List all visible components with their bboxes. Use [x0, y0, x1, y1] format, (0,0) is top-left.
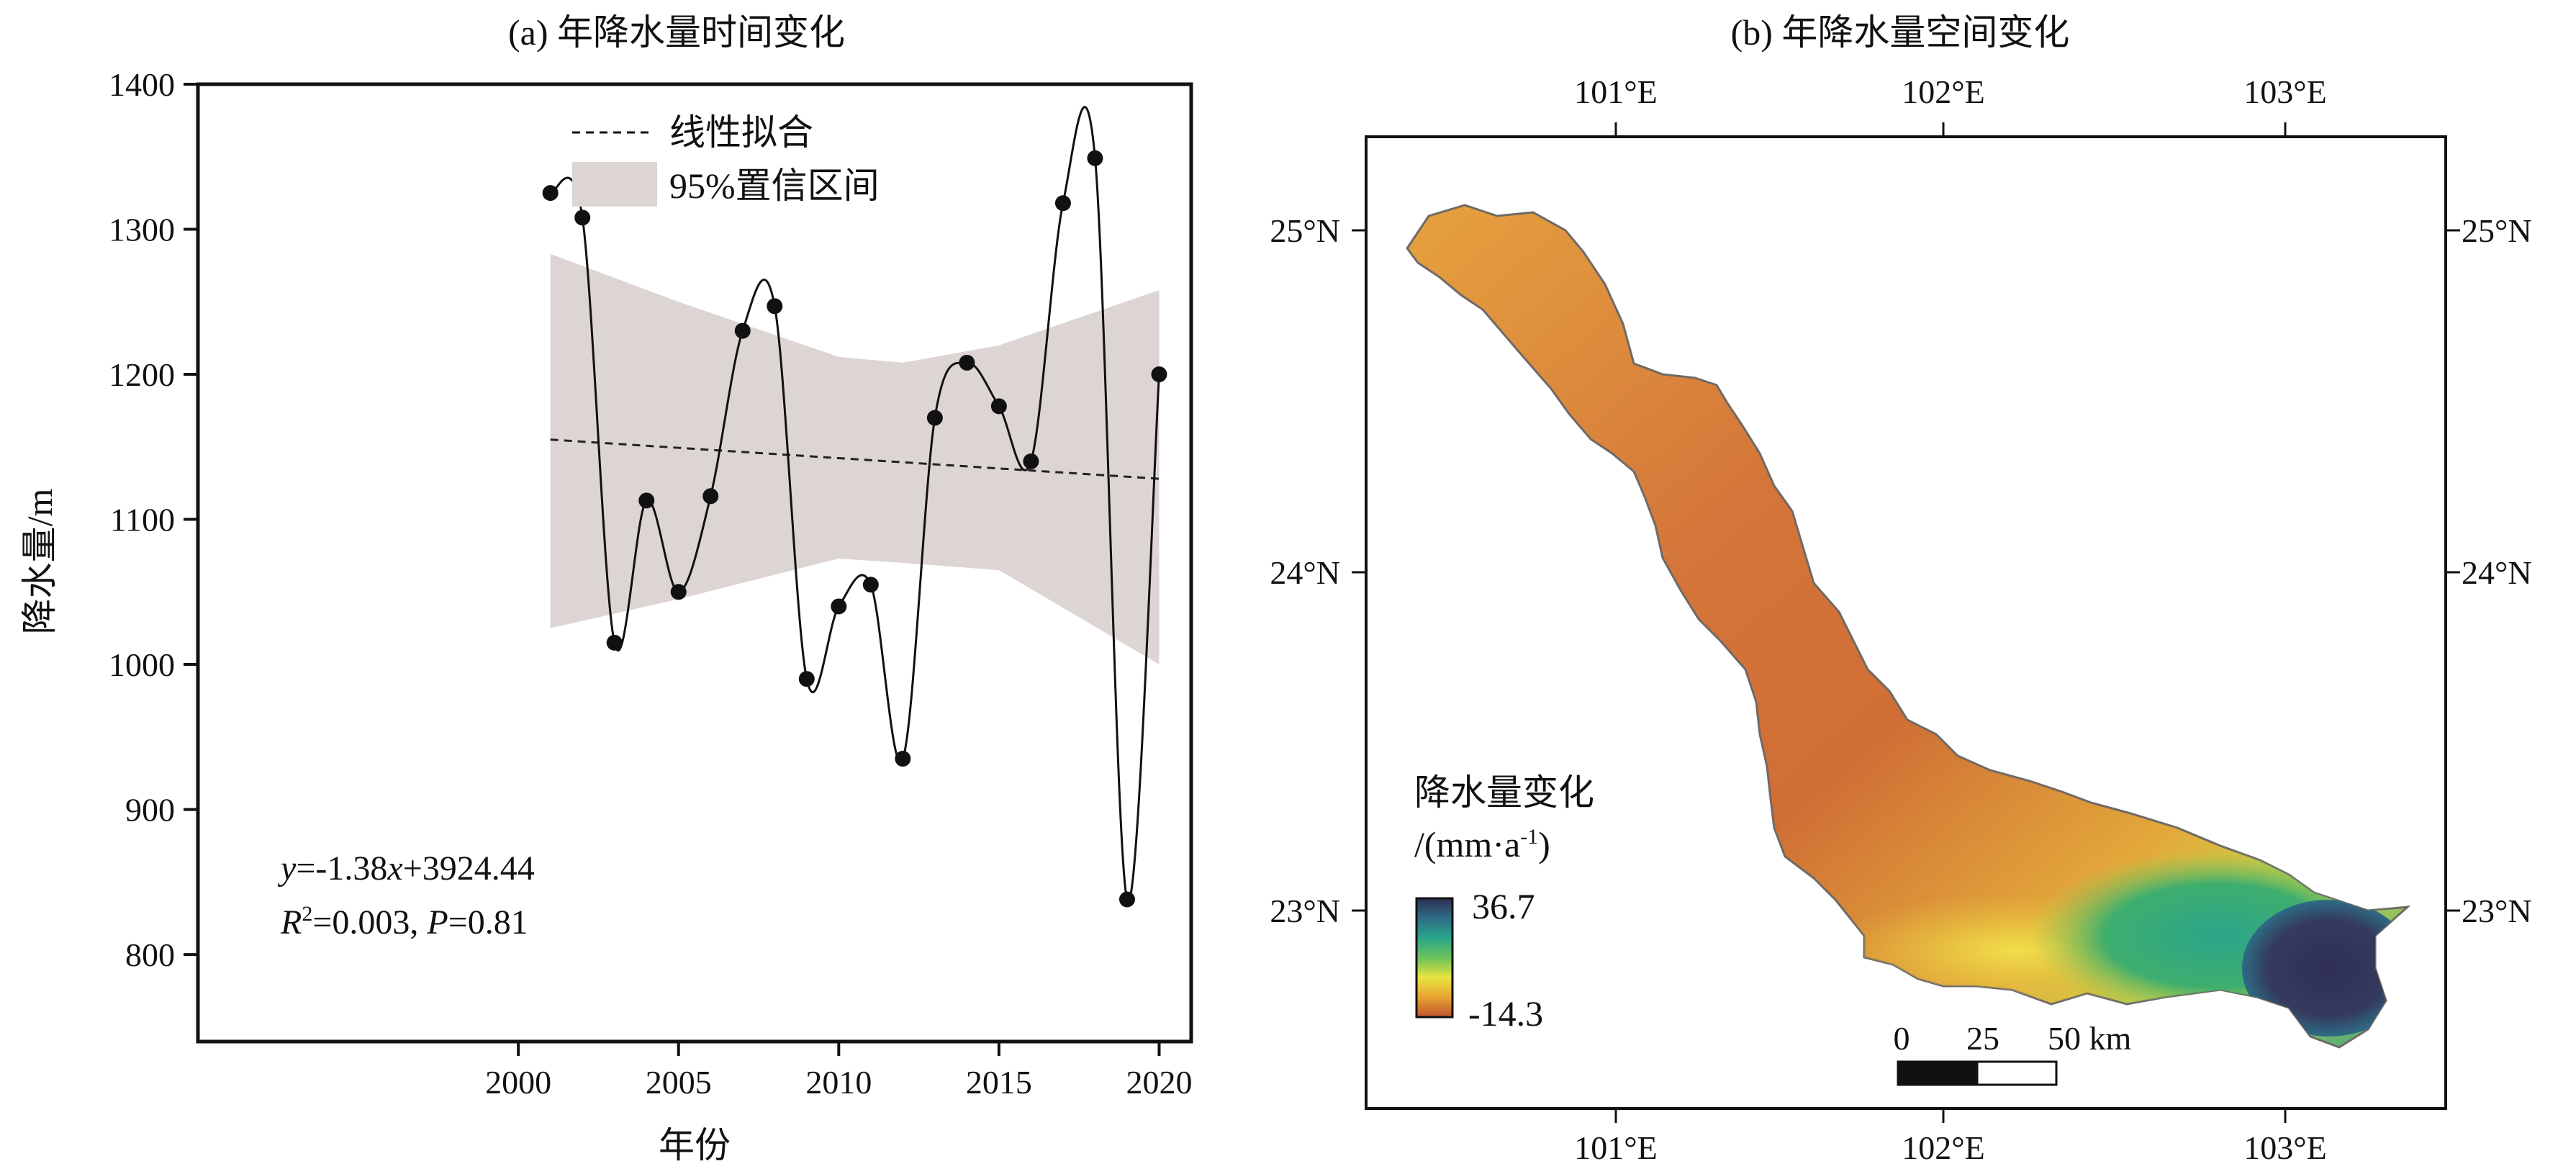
- map-panel: 101°E 102°E 103°E 101°E 102°E 103°E 25°N…: [1270, 73, 2531, 1166]
- bottom-lon-103: 103°E: [2243, 1129, 2327, 1166]
- regression-equation: y=-1.38x+3924.44: [277, 849, 535, 888]
- x-tick-label-2015: 2015: [966, 1064, 1032, 1101]
- right-lat-25: 25°N: [2462, 212, 2532, 249]
- data-point-2008: [767, 298, 783, 315]
- scale-bar-white: [1976, 1060, 2058, 1086]
- y-tick-label-800: 800: [125, 936, 175, 973]
- colorbar-unit-suffix: ): [1538, 824, 1550, 864]
- data-point-2005: [670, 584, 687, 600]
- panel-b-title: (b) 年降水量空间变化: [1731, 12, 2070, 53]
- y-axis-ticks: 800 900 1000 1100 1200 1300 1400: [109, 66, 198, 973]
- data-point-2016: [1023, 453, 1039, 469]
- colorbar-unit: /(mm·a-1): [1414, 824, 1550, 864]
- legend-ci-label: 95%置信区间: [669, 166, 880, 206]
- data-point-2011: [862, 577, 879, 593]
- series-points: [542, 150, 1167, 908]
- data-point-2015: [990, 398, 1007, 415]
- legend: 线性拟合 95%置信区间: [572, 112, 880, 207]
- colorbar-max-label: 36.7: [1472, 886, 1535, 926]
- left-lat-24: 24°N: [1270, 554, 1340, 591]
- eq-y: y: [277, 849, 297, 888]
- bottom-lon-102: 102°E: [1902, 1129, 1985, 1166]
- trend-line-path: [550, 438, 1160, 480]
- top-lon-102: 102°E: [1902, 73, 1985, 110]
- y-tick-label-1400: 1400: [109, 66, 175, 103]
- scale-bar-black: [1897, 1060, 1979, 1086]
- geo-ticks: [1352, 122, 2460, 1123]
- legend-ci-swatch: [572, 162, 657, 207]
- basin-raster: [1406, 204, 2411, 1049]
- right-lat-23: 23°N: [2462, 893, 2532, 929]
- y-tick-label-1100: 1100: [110, 502, 175, 538]
- y-tick-label-1200: 1200: [109, 356, 175, 393]
- data-point-2014: [959, 354, 975, 371]
- y-axis-label: 降水量/m: [19, 489, 60, 635]
- colorbar-min-label: -14.3: [1468, 993, 1543, 1034]
- x-tick-label-2020: 2020: [1126, 1064, 1192, 1101]
- data-point-2010: [831, 598, 847, 615]
- left-lat-23: 23°N: [1270, 893, 1340, 929]
- r-superscript: 2: [302, 902, 312, 926]
- data-point-2004: [638, 492, 655, 509]
- colorbar-ramp: [1415, 897, 1454, 1019]
- data-point-2017: [1054, 195, 1071, 212]
- x-axis-label: 年份: [659, 1125, 731, 1165]
- panel-a-plot: 2000 2005 2010 2015 2020 800 900 1000 1100 1200 1…: [109, 66, 1193, 1101]
- data-point-2018: [1087, 150, 1103, 166]
- data-point-2012: [895, 751, 911, 767]
- regression-stats: R2=0.003, P=0.81: [280, 902, 528, 942]
- y-tick-label-1000: 1000: [109, 646, 175, 683]
- legend-fit-label: 线性拟合: [669, 112, 813, 153]
- plot-frame: [196, 82, 1193, 1044]
- trend-line: [550, 438, 1160, 480]
- data-point-2019: [1118, 891, 1135, 908]
- y-tick-label-1300: 1300: [109, 212, 175, 248]
- p-value: =0.81: [448, 903, 528, 942]
- top-lon-103: 103°E: [2243, 73, 2327, 110]
- data-point-2006: [702, 488, 719, 505]
- r-symbol: R: [280, 903, 302, 942]
- basin-shape: [1406, 204, 2411, 1049]
- bottom-lon-101: 101°E: [1574, 1129, 1658, 1166]
- eq-intercept: +3924.44: [403, 849, 535, 888]
- eq-slope: =-1.38: [296, 849, 387, 888]
- x-tick-label-2010: 2010: [805, 1064, 872, 1101]
- r-value: =0.003,: [312, 903, 427, 942]
- scale-label-0: 0: [1894, 1020, 1910, 1057]
- p-symbol: P: [426, 903, 448, 942]
- colorbar-title: 降水量变化: [1414, 772, 1594, 813]
- colorbar: 降水量变化 /(mm·a-1) 36.7 -14.3: [1414, 772, 1594, 1034]
- eq-x: x: [387, 849, 402, 888]
- colorbar-unit-prefix: /(mm·a: [1414, 824, 1520, 864]
- scale-bar: 0 25 50 km: [1894, 1020, 2132, 1086]
- data-point-2002: [574, 209, 591, 226]
- data-point-2013: [926, 410, 943, 426]
- x-tick-label-2000: 2000: [485, 1064, 551, 1101]
- data-point-2003: [606, 634, 623, 651]
- data-point-2009: [798, 671, 815, 687]
- colorbar-unit-sup: -1: [1520, 825, 1538, 849]
- data-point-2020: [1151, 366, 1167, 383]
- dark-zone: [2242, 900, 2408, 1037]
- scale-label-25: 25: [1966, 1020, 1999, 1057]
- scale-label-50: 50 km: [2048, 1020, 2132, 1057]
- right-lat-24: 24°N: [2462, 554, 2532, 591]
- x-axis-ticks: 2000 2005 2010 2015 2020: [485, 1042, 1192, 1101]
- top-lon-101: 101°E: [1574, 73, 1658, 110]
- x-tick-label-2005: 2005: [646, 1064, 712, 1101]
- data-point-2001: [542, 185, 559, 202]
- panel-a-title: (a) 年降水量时间变化: [508, 12, 845, 53]
- y-tick-label-900: 900: [125, 792, 175, 828]
- left-lat-25: 25°N: [1270, 212, 1340, 249]
- basin-overlays: [1828, 849, 2408, 1037]
- data-point-2007: [734, 322, 751, 339]
